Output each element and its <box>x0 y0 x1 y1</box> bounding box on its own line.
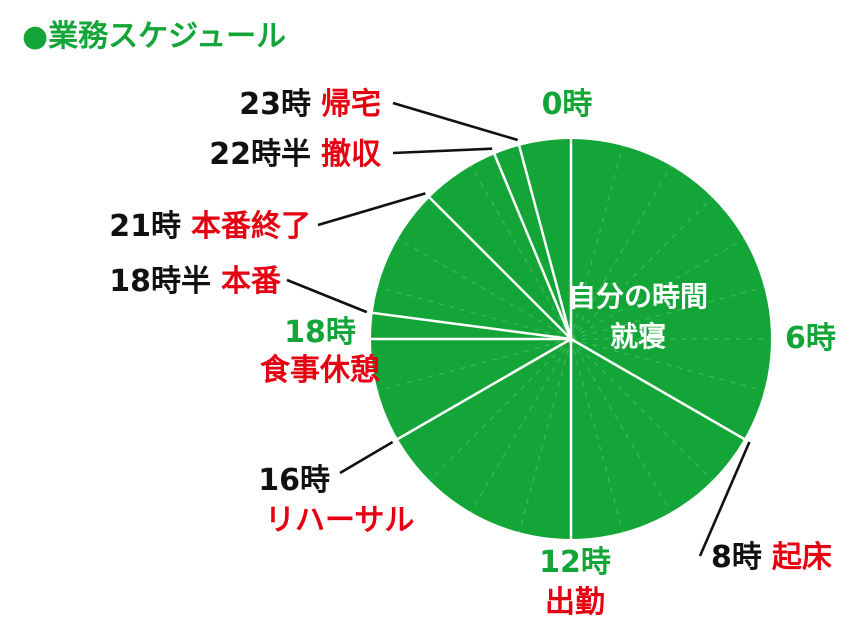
event-label: 出勤 <box>545 585 605 620</box>
slice-boundary <box>428 196 572 340</box>
slice-boundary <box>493 153 573 340</box>
time-label: 16時 <box>258 463 330 498</box>
slice-boundary <box>570 337 745 441</box>
hour-grid-line <box>377 338 572 392</box>
slice-boundary <box>397 337 572 441</box>
event-label: 本番 <box>221 264 282 299</box>
hour-grid-line <box>377 286 572 340</box>
event-label: 食事休憩 <box>260 353 380 388</box>
hour-grid-line <box>570 165 672 340</box>
leader-line <box>698 441 751 557</box>
slice-boundaries <box>371 139 745 539</box>
slice-label: 自分の時間 <box>568 280 708 313</box>
slice-boundary <box>518 145 573 340</box>
event-label: リハーサル <box>265 503 414 538</box>
hour-grid-line <box>570 338 672 513</box>
hour-grid-line <box>570 286 765 340</box>
event-label: 帰宅 <box>321 87 381 122</box>
hour-grid-line <box>570 338 713 481</box>
hour-grid-line <box>570 338 765 392</box>
hour-grid-line <box>470 165 572 340</box>
event-label: 撤収 <box>321 137 382 172</box>
hour-label: 12時 <box>539 545 611 580</box>
leader-line <box>392 101 519 142</box>
event-label: 起床 <box>772 540 832 575</box>
time-label: 23時 <box>239 87 311 122</box>
hour-grid-line <box>570 338 624 533</box>
hour-label: 0時 <box>542 87 593 122</box>
slice-label: 就寝 <box>610 320 666 353</box>
time-label: 8時 <box>711 540 762 575</box>
hour-grid-line <box>429 338 572 481</box>
hour-grid-line <box>518 338 572 533</box>
leader-line <box>339 440 394 475</box>
leader-line <box>317 192 426 227</box>
hour-grid-line <box>397 238 572 340</box>
leader-lines <box>286 101 751 557</box>
leader-line <box>392 147 493 155</box>
chart-title: ●業務スケジュール <box>22 19 286 54</box>
hour-grid-line <box>570 145 624 340</box>
hour-grid-line <box>570 238 745 340</box>
slice-boundary <box>372 311 572 341</box>
time-label: 21時 <box>109 209 181 244</box>
hour-grid-line <box>570 197 713 340</box>
event-label: 本番終了 <box>191 209 311 244</box>
hour-grid-line <box>470 338 572 513</box>
leader-line <box>286 278 368 314</box>
hour-label: 6時 <box>785 321 836 356</box>
hour-label: 18時 <box>284 315 356 350</box>
time-label: 18時半 <box>109 264 211 299</box>
pie-group <box>371 139 771 539</box>
time-label: 22時半 <box>209 137 311 172</box>
